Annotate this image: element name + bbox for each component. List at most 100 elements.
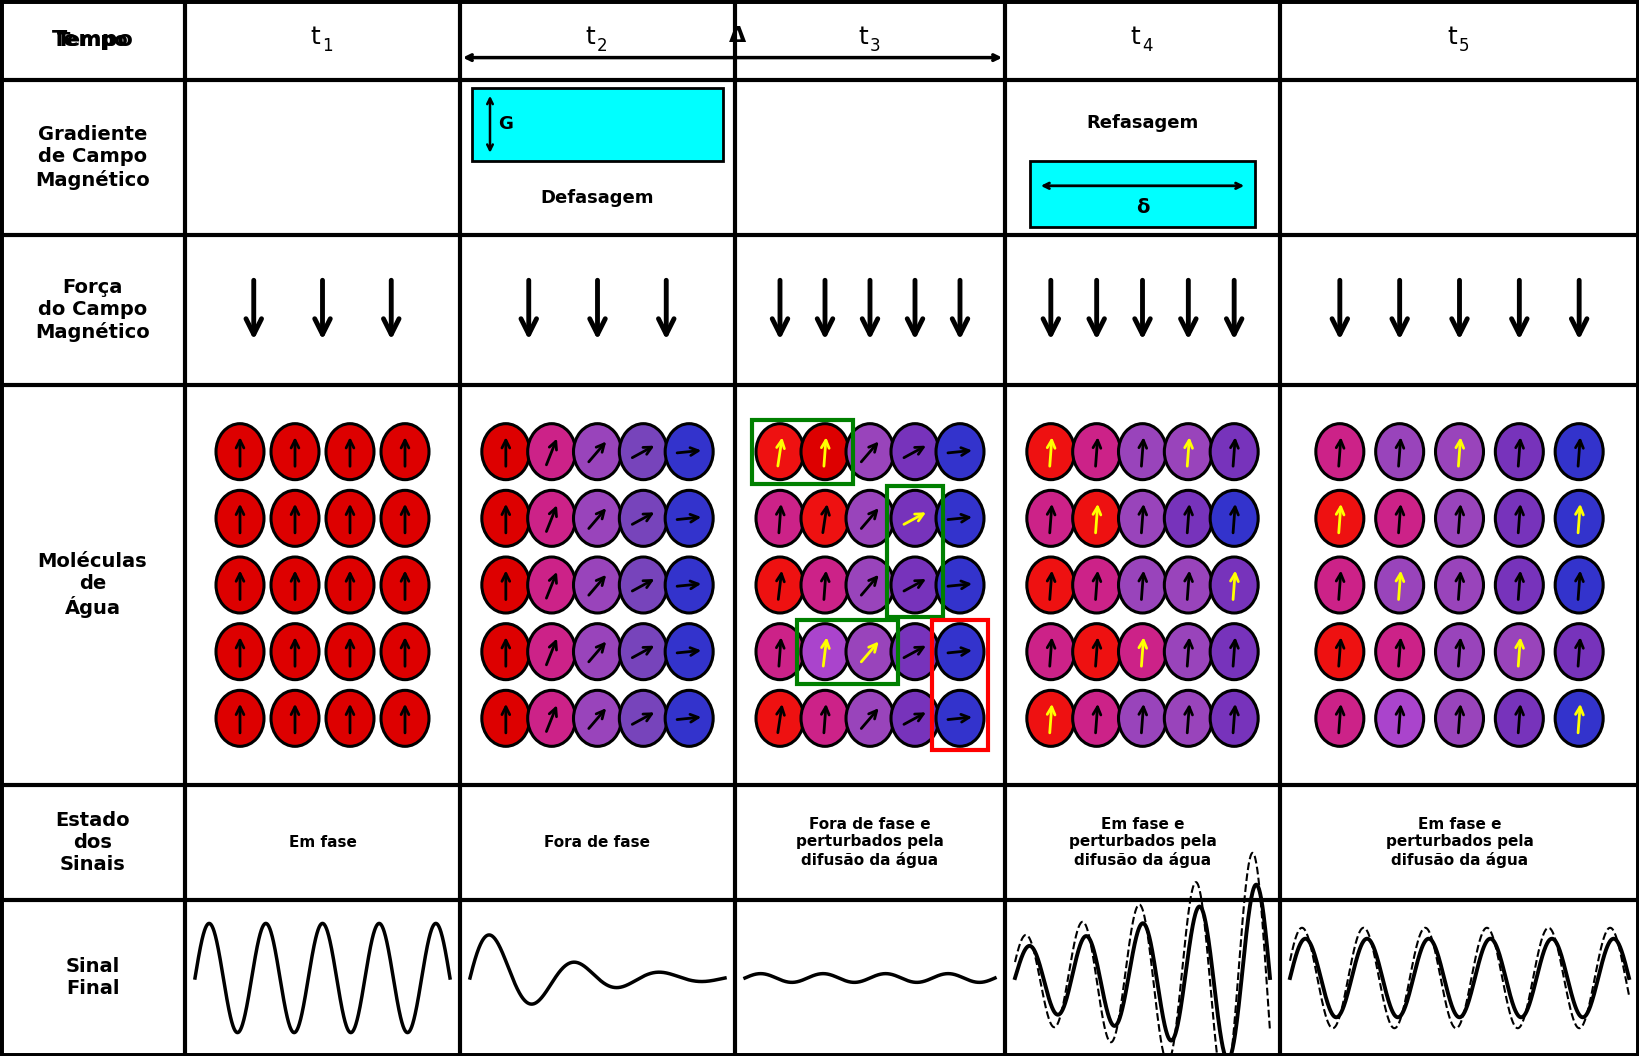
Text: G: G [498, 115, 513, 133]
Ellipse shape [1495, 557, 1544, 612]
Ellipse shape [380, 490, 429, 546]
Ellipse shape [1072, 691, 1121, 747]
Text: Tempo: Tempo [57, 31, 128, 50]
Ellipse shape [1210, 490, 1259, 546]
Bar [1005, 235, 1280, 385]
Ellipse shape [482, 557, 529, 612]
Ellipse shape [326, 423, 374, 479]
Bar [185, 385, 461, 785]
Ellipse shape [892, 691, 939, 747]
Ellipse shape [1495, 423, 1544, 479]
Bar [734, 385, 1005, 785]
Bar [1005, 80, 1280, 235]
Ellipse shape [380, 423, 429, 479]
Ellipse shape [482, 624, 529, 680]
Ellipse shape [1210, 624, 1259, 680]
Ellipse shape [1316, 423, 1364, 479]
Ellipse shape [1436, 490, 1483, 546]
Ellipse shape [665, 423, 713, 479]
Ellipse shape [620, 691, 667, 747]
Text: Estado
dos
Sinais: Estado dos Sinais [56, 811, 129, 874]
Ellipse shape [574, 691, 621, 747]
Ellipse shape [1164, 557, 1213, 612]
Text: t: t [1447, 25, 1457, 49]
Bar [461, 235, 734, 385]
Text: Moléculas
de
Água: Moléculas de Água [38, 551, 148, 619]
Ellipse shape [1210, 691, 1259, 747]
Ellipse shape [1555, 557, 1603, 612]
Bar [185, 785, 461, 900]
Ellipse shape [1026, 691, 1075, 747]
Bar [0, 0, 185, 80]
Ellipse shape [1164, 423, 1213, 479]
Text: Defasagem: Defasagem [541, 189, 654, 207]
Ellipse shape [1555, 624, 1603, 680]
Ellipse shape [482, 490, 529, 546]
Ellipse shape [846, 691, 893, 747]
Ellipse shape [574, 490, 621, 546]
Bar [1280, 235, 1639, 385]
Bar [734, 80, 1005, 235]
Ellipse shape [892, 624, 939, 680]
Bar [0, 785, 185, 900]
Ellipse shape [1026, 423, 1075, 479]
Text: Refasagem: Refasagem [1087, 114, 1198, 132]
Ellipse shape [1375, 691, 1424, 747]
Ellipse shape [1436, 557, 1483, 612]
Text: t: t [859, 25, 869, 49]
Bar [0, 385, 185, 785]
Text: Tempo: Tempo [51, 30, 133, 50]
Ellipse shape [1375, 624, 1424, 680]
Ellipse shape [936, 624, 983, 680]
Text: δ: δ [1136, 197, 1149, 216]
Ellipse shape [574, 557, 621, 612]
Ellipse shape [1316, 691, 1364, 747]
Ellipse shape [326, 490, 374, 546]
Ellipse shape [846, 624, 893, 680]
Ellipse shape [1495, 624, 1544, 680]
Bar [1280, 785, 1639, 900]
Ellipse shape [620, 423, 667, 479]
Ellipse shape [1118, 557, 1167, 612]
Text: Fora de fase: Fora de fase [544, 835, 651, 850]
Bar [734, 900, 1005, 1056]
Ellipse shape [1072, 490, 1121, 546]
Ellipse shape [1026, 624, 1075, 680]
Ellipse shape [665, 691, 713, 747]
Ellipse shape [1436, 691, 1483, 747]
Bar [933, 620, 988, 751]
Ellipse shape [1164, 691, 1213, 747]
Text: 4: 4 [1142, 37, 1152, 55]
Ellipse shape [801, 691, 849, 747]
Bar [185, 80, 461, 235]
Ellipse shape [801, 557, 849, 612]
Ellipse shape [756, 490, 805, 546]
Ellipse shape [574, 624, 621, 680]
Ellipse shape [528, 423, 575, 479]
Ellipse shape [1495, 490, 1544, 546]
Ellipse shape [1495, 691, 1544, 747]
Ellipse shape [574, 423, 621, 479]
Ellipse shape [1375, 490, 1424, 546]
Text: Sinal
Final: Sinal Final [66, 958, 120, 999]
Ellipse shape [620, 624, 667, 680]
Ellipse shape [270, 423, 320, 479]
Bar [461, 900, 734, 1056]
Ellipse shape [620, 490, 667, 546]
Ellipse shape [1210, 423, 1259, 479]
Ellipse shape [380, 691, 429, 747]
Bar [1029, 161, 1255, 227]
Ellipse shape [326, 624, 374, 680]
Ellipse shape [936, 423, 983, 479]
Ellipse shape [1072, 624, 1121, 680]
Bar [1280, 900, 1639, 1056]
Ellipse shape [846, 423, 893, 479]
Ellipse shape [936, 691, 983, 747]
Ellipse shape [482, 423, 529, 479]
Ellipse shape [1555, 691, 1603, 747]
Ellipse shape [270, 490, 320, 546]
Ellipse shape [756, 423, 805, 479]
Ellipse shape [528, 624, 575, 680]
Bar [472, 88, 723, 161]
Ellipse shape [892, 490, 939, 546]
